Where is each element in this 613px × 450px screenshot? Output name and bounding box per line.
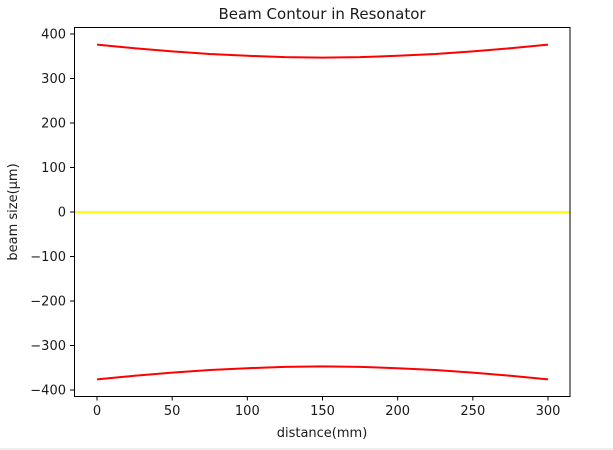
y-tick-label: −100 [30,250,66,265]
y-axis-ticks: 400 300 200 100 0 −100 −200 −300 −400 [30,28,75,399]
y-tick-label: −300 [30,339,66,354]
chart-title: Beam Contour in Resonator [218,5,426,23]
y-tick-label: −200 [30,295,66,310]
x-tick-label: 100 [235,404,260,419]
window-bottom-border [0,448,613,450]
x-tick-label: 200 [385,404,410,419]
x-tick-label: 300 [536,404,561,419]
x-axis-label: distance(mm) [277,426,368,441]
y-tick-label: −400 [30,384,66,399]
lower-contour-line [96,365,549,381]
y-tick-label: 100 [41,161,66,176]
x-tick-label: 150 [310,404,335,419]
plot-area [74,27,571,397]
upper-contour-line [96,43,549,59]
x-tick-label: 250 [460,404,485,419]
y-axis-label: beam size(μm) [6,163,21,260]
y-tick-label: 0 [58,206,66,221]
y-tick-label: 400 [41,28,66,43]
y-tick-label: 200 [41,117,66,132]
x-axis-ticks: 0 50 100 150 200 250 300 [93,396,561,419]
y-tick-label: 300 [41,72,66,87]
x-tick-label: 0 [93,404,101,419]
x-tick-label: 50 [164,404,181,419]
